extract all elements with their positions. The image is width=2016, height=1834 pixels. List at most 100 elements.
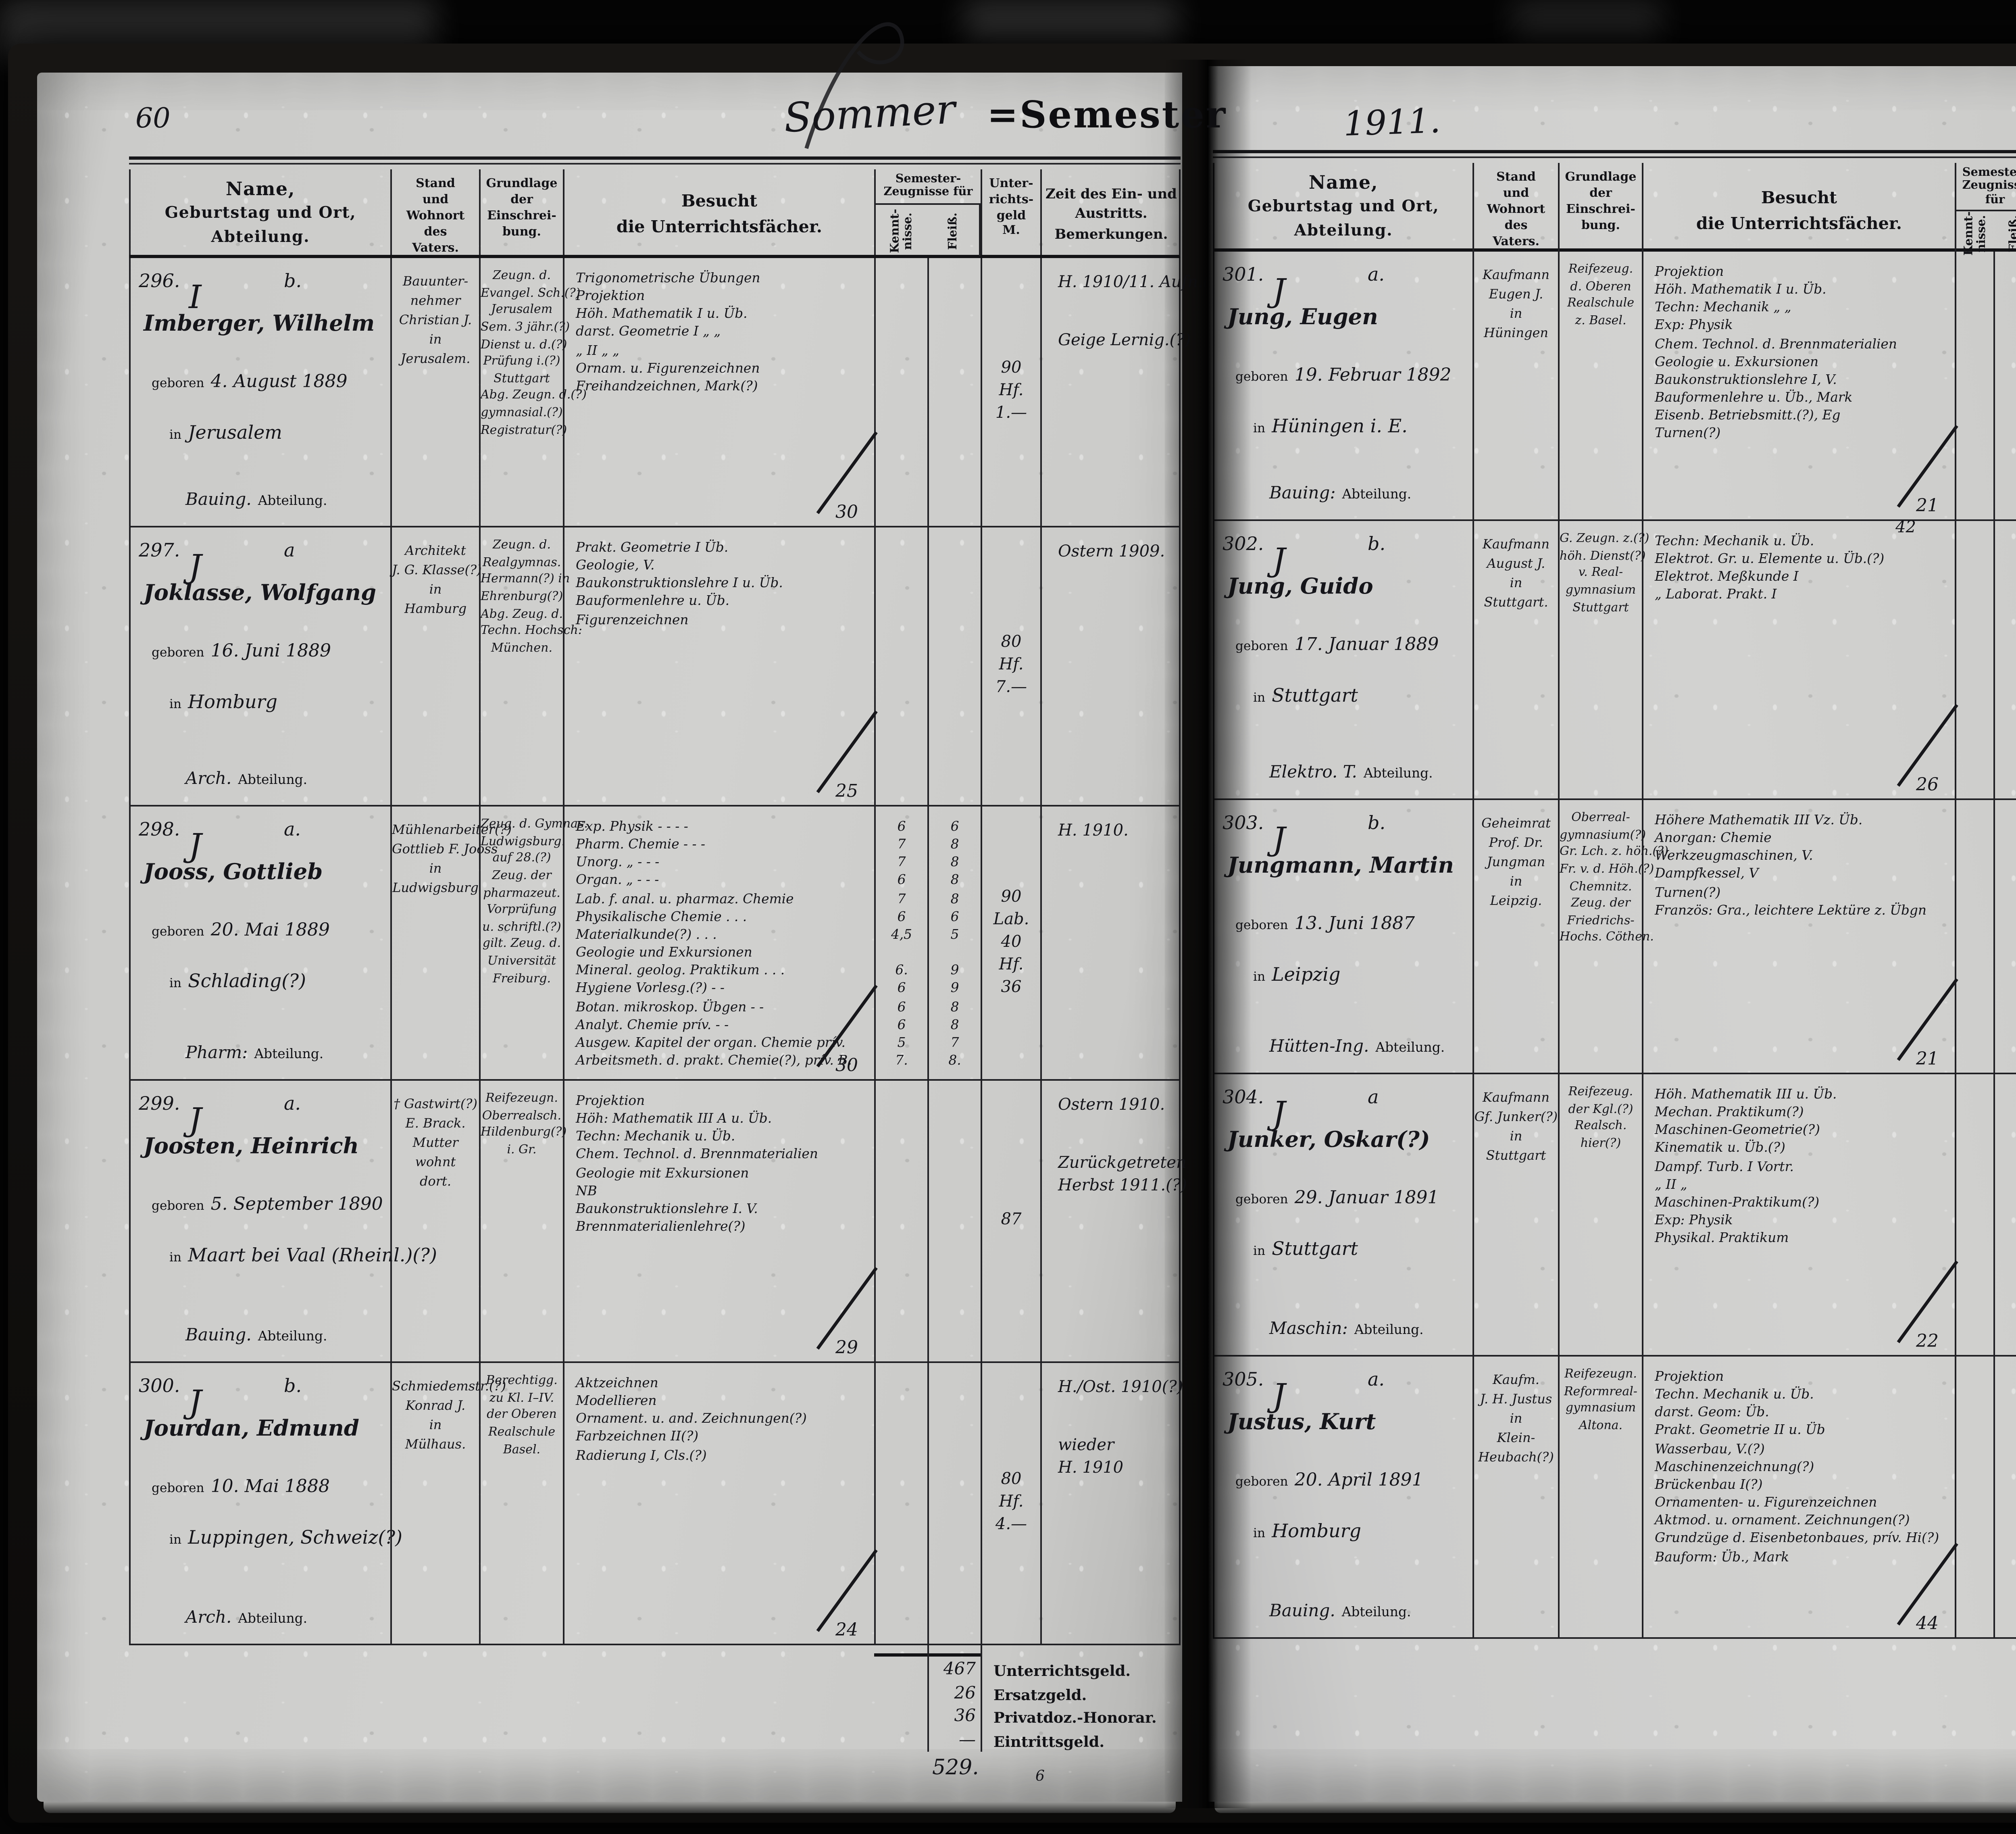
- fee-amount: 1.—: [995, 405, 1027, 423]
- column-header-faecher: Besucht die Unterrichtsfächer.: [563, 169, 874, 256]
- fee-cell: 87: [981, 1081, 1040, 1361]
- name-initial-flourish: J: [1272, 271, 1286, 310]
- birth-place: Jerusalem: [188, 421, 282, 444]
- enrollment-basis-cell: Zeug. d. Gymnas. Ludwigsburg. auf 28.(?) Ze…: [479, 807, 588, 1079]
- column-header-name: Name, Geburtstag und Ort, Abteilung.: [129, 169, 390, 256]
- enrollment-basis-line: Zeugn. d.: [492, 537, 551, 552]
- enrollment-basis-cell: Zeugn. d. Realgymnas. Hermann(?) in Ehrenbu…: [479, 527, 582, 805]
- enrollment-basis-line: Abg. Zeugn. d.(?): [481, 388, 587, 402]
- table-header-row: Name, Geburtstag und Ort, Abteilung. Stand u…: [129, 169, 1181, 258]
- column-header-grundlage-line: Einschrei-: [487, 208, 556, 223]
- column-header-grundlage: Grundlage der Einschrei-bung.: [1558, 163, 1642, 256]
- name-initial-flourish: J: [1272, 819, 1286, 858]
- abteilung-line: Bauing. Abteilung.: [1269, 1592, 1472, 1623]
- hours-value: 30: [835, 502, 858, 523]
- subject-line: Bauformenlehre u. Üb., Mark: [1655, 389, 1853, 405]
- subject-line: Französ: Gra., leichtere Lektüre z. Übgn: [1655, 901, 1926, 918]
- subject-line: Geologie und Exkursionen: [576, 944, 752, 960]
- fleiss-grade: 8.: [948, 1051, 961, 1068]
- geboren-label: geboren: [152, 645, 204, 660]
- footer-column-line: [981, 1645, 982, 1752]
- birth-line: geboren 29. Januar 1891: [1235, 1179, 1472, 1210]
- name-initial-flourish: J: [1272, 1376, 1286, 1415]
- section-letter: b.: [284, 269, 302, 292]
- subject-line: Freihandzeichnen, Mark(?): [576, 377, 758, 394]
- kenntnisse-grade: 7: [897, 854, 906, 870]
- kenntnisse-grade: 7: [897, 890, 906, 906]
- hours-value: 24: [835, 1619, 858, 1640]
- father-cell: Kaufmann August J. in Stuttgart.: [1472, 521, 1558, 798]
- subject-line: Exp: Physik: [1655, 317, 1733, 333]
- semester-title-script: Sommer: [783, 85, 957, 142]
- father-line: in: [1510, 874, 1522, 889]
- father-line: nehmer: [410, 294, 461, 308]
- father-cell: Bauunter-nehmer Christian J. in Jerusalem.: [390, 258, 479, 526]
- birth-date: 19. Februar 1892: [1294, 365, 1452, 386]
- entry-name-cell: 297. a J Joklasse, Wolfgang geboren 16. Juni …: [129, 527, 390, 805]
- father-line: Architekt: [405, 544, 466, 558]
- father-line: Hüningen: [1484, 326, 1548, 340]
- abteilung-value: Bauing.: [1269, 1602, 1335, 1621]
- subject-line: Modellieren: [576, 1392, 657, 1409]
- column-header-zeugnisse: Semester-Zeugnisse für Kennt- nisse. Fleiß…: [874, 169, 981, 256]
- subject-line: darst. Geom: Üb.: [1655, 1404, 1769, 1420]
- fleiss-cell: 6 8 8 8 8 6 5 9 9 8 8 7 8.: [927, 807, 981, 1079]
- father-line: Geheimrat: [1481, 816, 1551, 831]
- subject-line: Höh. Mathematik I u. Üb.: [576, 305, 748, 322]
- left-page: Name, Geburtstag und Ort, Abteilung. Stand u…: [37, 73, 1225, 1813]
- student-name: Jungmann, Martin: [1227, 853, 1454, 879]
- enrollment-basis-line: Ehrenburg(?): [481, 588, 563, 603]
- weekly-hours: 22: [1864, 1258, 1958, 1352]
- kenntnisse-cell: [1955, 1074, 1993, 1355]
- enrollment-basis-line: auf 28.(?): [492, 850, 551, 865]
- birth-place: Hüningen i. E.: [1272, 415, 1408, 437]
- subject-line: Physikal. Praktikum: [1655, 1230, 1789, 1246]
- hours-value: 21: [1916, 1048, 1939, 1069]
- column-header-grundlage-line: Grundlage: [1565, 169, 1637, 184]
- place-line: in Hüningen i. E.: [1253, 408, 1472, 439]
- fleiss-grade: 9: [950, 961, 959, 978]
- kenntnisse-grade: 6: [897, 818, 906, 834]
- fleiss-cell: [927, 1363, 981, 1644]
- remark-rest: wieder H. 1910: [1058, 1436, 1181, 1481]
- enrollment-basis-line: Stuttgart: [494, 371, 550, 386]
- section-letter: a.: [284, 818, 301, 840]
- kenntnisse-grade: 6: [897, 998, 906, 1014]
- subject-line: Radierung I, Cls.(?): [576, 1446, 707, 1463]
- enrollment-basis-line: Reifezeug.: [1568, 1084, 1633, 1098]
- enrollment-basis-line: Berechtigg.: [486, 1373, 558, 1387]
- column-header-fleiss: Fleiß.: [927, 204, 981, 256]
- subject-line: „ Laborat. Prakt. I: [1655, 586, 1777, 602]
- enrollment-basis-line: gymnasial.(?): [481, 405, 563, 420]
- enrollment-basis-line: G. Zeugn. z.(?): [1560, 531, 1649, 545]
- father-line: Eugen J.: [1489, 287, 1543, 302]
- column-header-grundlage-line: Grundlage: [486, 176, 558, 190]
- place-line: in Maart bei Vaal (Rheinl.)(?): [169, 1237, 437, 1268]
- subject-line: Projektion: [576, 287, 645, 304]
- in-label: in: [1253, 969, 1266, 984]
- remark-rest: Zurückgetreten Herbst 1911.(?): [1058, 1153, 1187, 1198]
- enrollment-basis-line: Zeug. der: [1571, 895, 1631, 910]
- abteilung-value: Elektro. T.: [1269, 763, 1357, 782]
- in-label: in: [169, 697, 182, 711]
- father-cell: † Gastwirt(?) E. Brack. Mutter wohnt dort.: [390, 1081, 479, 1361]
- remark-line: Ostern 1909.: [1058, 544, 1165, 561]
- hours-value: 29: [835, 1337, 858, 1358]
- remark-line: H. 1910: [1058, 1460, 1124, 1478]
- subject-line: Techn: Mechanik u. Üb.: [576, 1128, 735, 1144]
- enrollment-basis-line: Realsch.: [1574, 1118, 1627, 1133]
- father-line: Jungman: [1487, 855, 1545, 869]
- place-line: in Leipzig: [1253, 957, 1472, 987]
- fleiss-grade: [929, 944, 981, 961]
- birth-date: 13. Juni 1887: [1294, 913, 1415, 934]
- father-line: in: [429, 332, 442, 347]
- enrollment-basis-line: gymnasium: [1565, 582, 1636, 597]
- subject-line: Geologie mit Exkursionen: [576, 1164, 749, 1180]
- section-letter: b.: [1368, 532, 1386, 555]
- enrollment-basis-line: Abg. Zeug. d.: [481, 606, 563, 621]
- title-rule: [129, 156, 1181, 165]
- father-line: Mülhaus.: [405, 1437, 466, 1452]
- enrollment-basis-line: Basel.: [503, 1441, 541, 1456]
